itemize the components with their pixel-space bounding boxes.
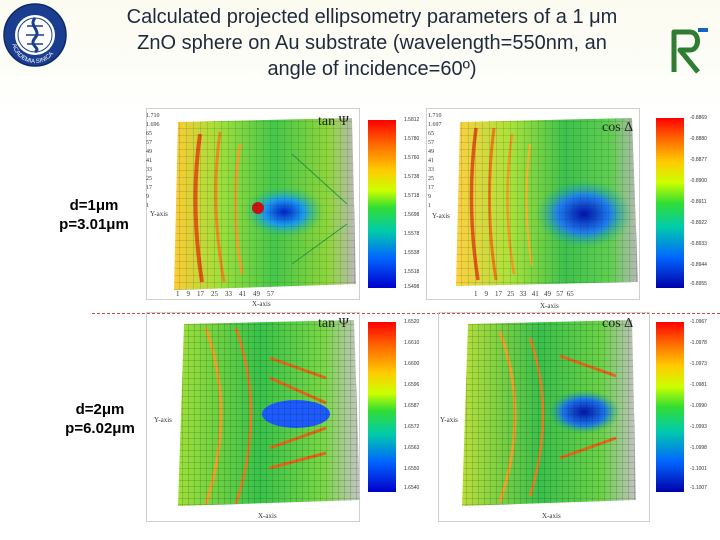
surface-plot-bottom-right — [462, 320, 636, 506]
panel-frame-top-right — [426, 108, 640, 300]
param-label-bottom-left: tan Ψ — [318, 316, 349, 331]
page-title: Calculated projected ellipsometry parame… — [62, 4, 682, 82]
x-ticks-top-left: 1 9 17 25 33 41 49 57 — [176, 290, 274, 298]
y-axis-label-bottom-right: Y-axis — [440, 416, 458, 424]
surface-plot-bottom-left — [178, 320, 360, 506]
x-axis-label-bottom-left: X-axis — [258, 512, 277, 520]
row-1-diameter: d=1μm — [69, 197, 119, 214]
x-ticks-top-right: 1 9 17 25 33 41 49 57 65 — [474, 290, 574, 298]
colorbar-top-right — [656, 118, 684, 288]
colorbar-top-left — [368, 120, 396, 288]
surface-plot-top-left — [174, 118, 356, 290]
y-axis-label-top-left: Y-axis — [150, 210, 168, 218]
row-divider — [92, 313, 720, 314]
y-axis-label-top-right: Y-axis — [432, 212, 450, 220]
panel-frame-top-left — [146, 108, 360, 300]
x-axis-label-top-left: X-axis — [252, 300, 271, 308]
row-2-period: p=6.02μm — [65, 420, 135, 437]
title-line-3: angle of incidence=60º) — [267, 58, 477, 80]
param-label-top-right: cos Δ — [602, 120, 634, 135]
academia-sinica-seal-icon: ACADEMIA SINICA — [3, 3, 67, 67]
panel-frame-bottom-right — [438, 312, 650, 522]
title-line-2: ZnO sphere on Au substrate (wavelength=5… — [137, 32, 607, 54]
y-ticks-top-right: 1.710 1.697 65 57 49 41 33 25 17 9 1 — [428, 113, 442, 209]
param-label-bottom-right: cos Δ — [602, 316, 634, 331]
y-ticks-top-left: 1.710 1.696 65 57 49 41 33 25 17 9 1 — [146, 113, 160, 209]
surface-plot-top-right — [456, 118, 638, 286]
param-label-top-left: tan Ψ — [318, 114, 349, 129]
x-axis-label-top-right: X-axis — [540, 302, 559, 310]
row-label-1: d=1μm p=3.01μm — [44, 196, 144, 234]
x-axis-label-bottom-right: X-axis — [542, 512, 561, 520]
row-label-2: d=2μm p=6.02μm — [50, 400, 150, 438]
colorbar-bottom-left — [368, 322, 396, 492]
row-2-diameter: d=2μm — [75, 401, 125, 418]
title-line-1: Calculated projected ellipsometry parame… — [126, 6, 618, 28]
colorbar-bottom-right — [656, 322, 684, 492]
y-axis-label-bottom-left: Y-axis — [154, 416, 172, 424]
corner-logo-icon — [671, 28, 708, 74]
row-1-period: p=3.01μm — [59, 216, 129, 233]
panel-frame-bottom-left — [146, 312, 360, 522]
